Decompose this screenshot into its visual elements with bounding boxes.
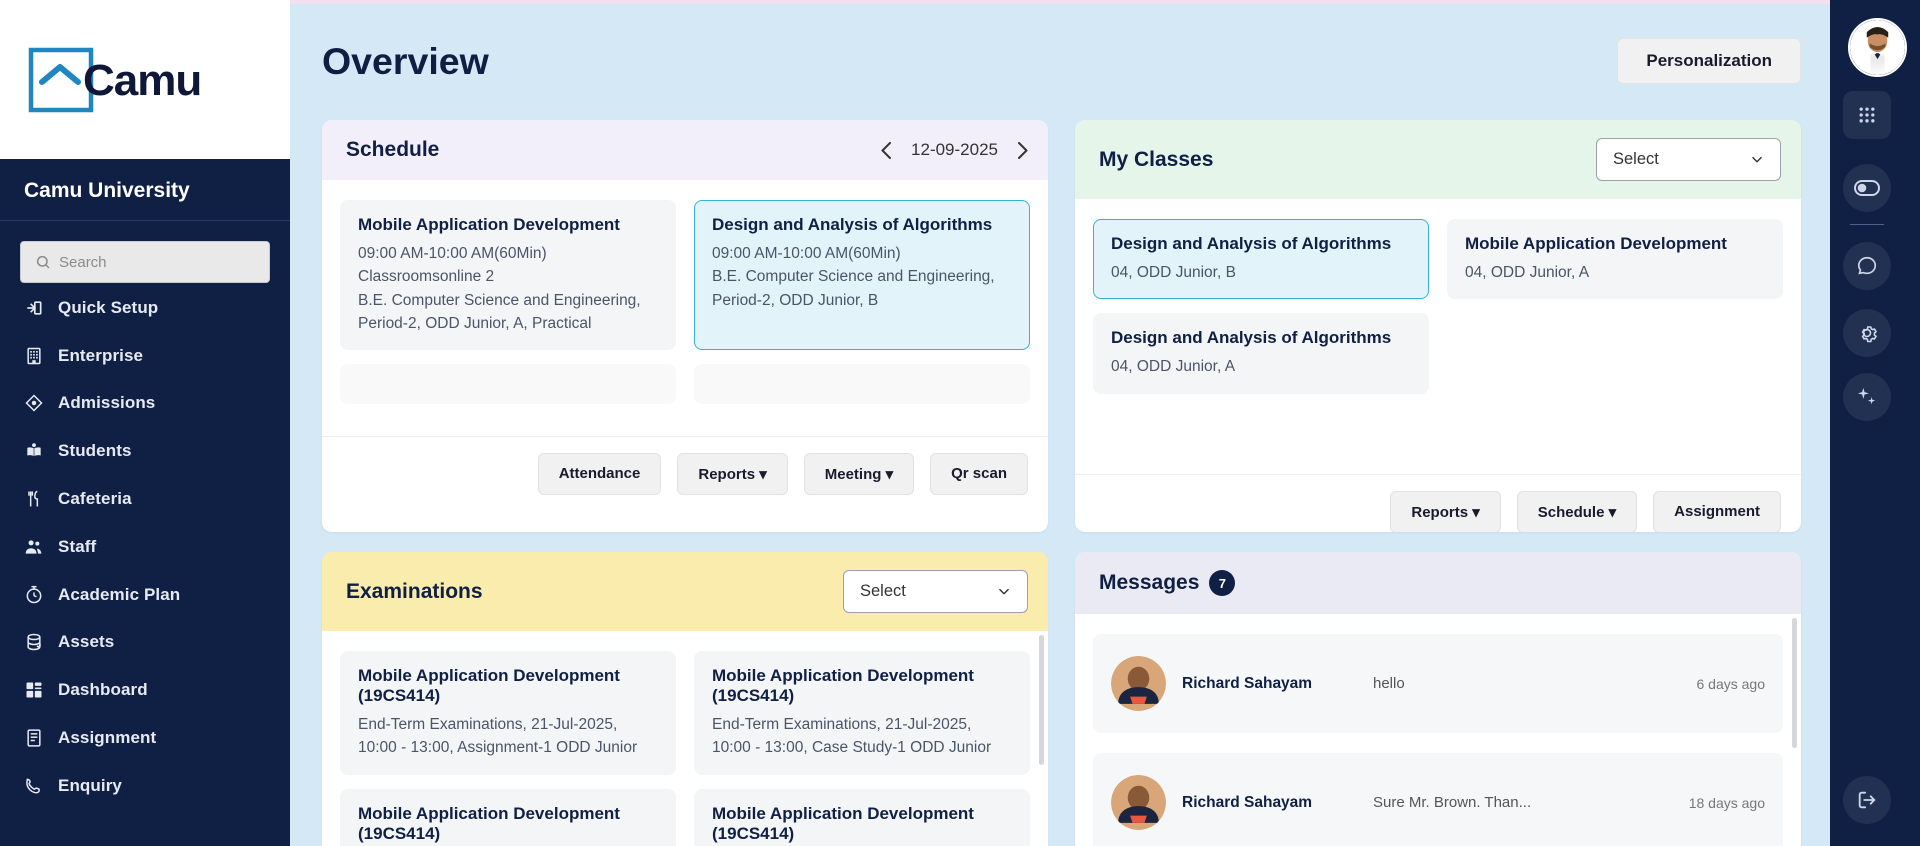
svg-text:Camu: Camu	[83, 56, 201, 105]
